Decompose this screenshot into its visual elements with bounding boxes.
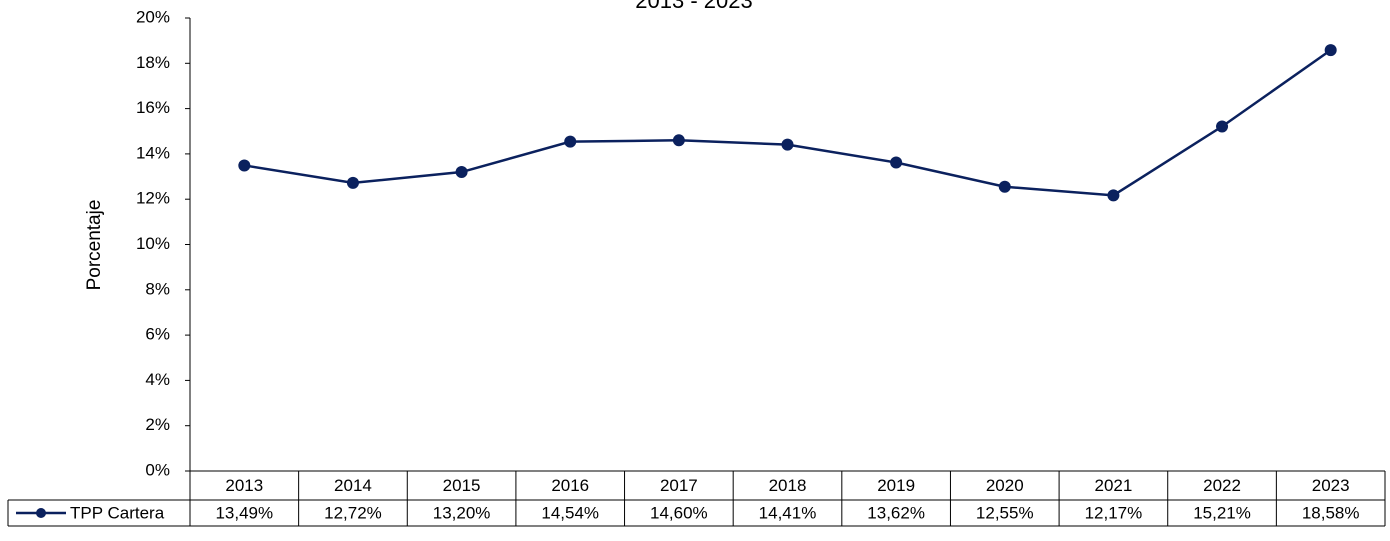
point (346, 176, 359, 189)
x-tick-label: 2021 (1094, 476, 1132, 495)
y-tick-label: 0% (145, 460, 170, 479)
x-tick-label: 2020 (986, 476, 1024, 495)
table-value: 13,20% (433, 503, 491, 522)
x-tick-label: 2016 (551, 476, 589, 495)
y-tick-label: 8% (145, 279, 170, 298)
y-tick-label: 20% (136, 7, 170, 26)
y-axis-label: Porcentaje (84, 200, 105, 291)
table-value: 13,49% (215, 503, 273, 522)
x-tick-label: 2017 (660, 476, 698, 495)
table-value: 14,41% (759, 503, 817, 522)
line (244, 49, 1332, 197)
point (238, 159, 251, 172)
point (890, 156, 903, 169)
table-value: 15,21% (1193, 503, 1251, 522)
x-tick-label: 2019 (877, 476, 915, 495)
y-tick-label: 6% (145, 325, 170, 344)
y-tick-label: 18% (136, 53, 170, 72)
x-tick-label: 2015 (443, 476, 481, 495)
point (781, 138, 794, 151)
y-tick-label: 14% (136, 143, 170, 162)
y-tick-label: 4% (145, 370, 170, 389)
point (455, 166, 468, 179)
table-value: 12,72% (324, 503, 382, 522)
chart-subtitle: 2013 - 2023 (635, 0, 752, 13)
y-tick-label: 10% (136, 234, 170, 253)
y-tick-label: 2% (145, 415, 170, 434)
table-value: 12,17% (1085, 503, 1143, 522)
point (1216, 120, 1229, 133)
point (564, 135, 577, 148)
point (672, 134, 685, 147)
table-value: 18,58% (1302, 503, 1360, 522)
legend-marker (36, 508, 46, 518)
x-tick-label: 2013 (225, 476, 263, 495)
table-value: 14,60% (650, 503, 708, 522)
point (998, 180, 1011, 193)
x-tick-label: 2023 (1312, 476, 1350, 495)
x-tick-label: 2018 (769, 476, 807, 495)
x-tick-label: 2014 (334, 476, 372, 495)
legend-label: TPP Cartera (70, 503, 165, 522)
x-tick-label: 2022 (1203, 476, 1241, 495)
table-value: 14,54% (541, 503, 599, 522)
table-value: 12,55% (976, 503, 1034, 522)
y-tick-label: 12% (136, 189, 170, 208)
point (1107, 189, 1120, 202)
point (1324, 44, 1337, 57)
y-tick-label: 16% (136, 98, 170, 117)
table-value: 13,62% (867, 503, 925, 522)
